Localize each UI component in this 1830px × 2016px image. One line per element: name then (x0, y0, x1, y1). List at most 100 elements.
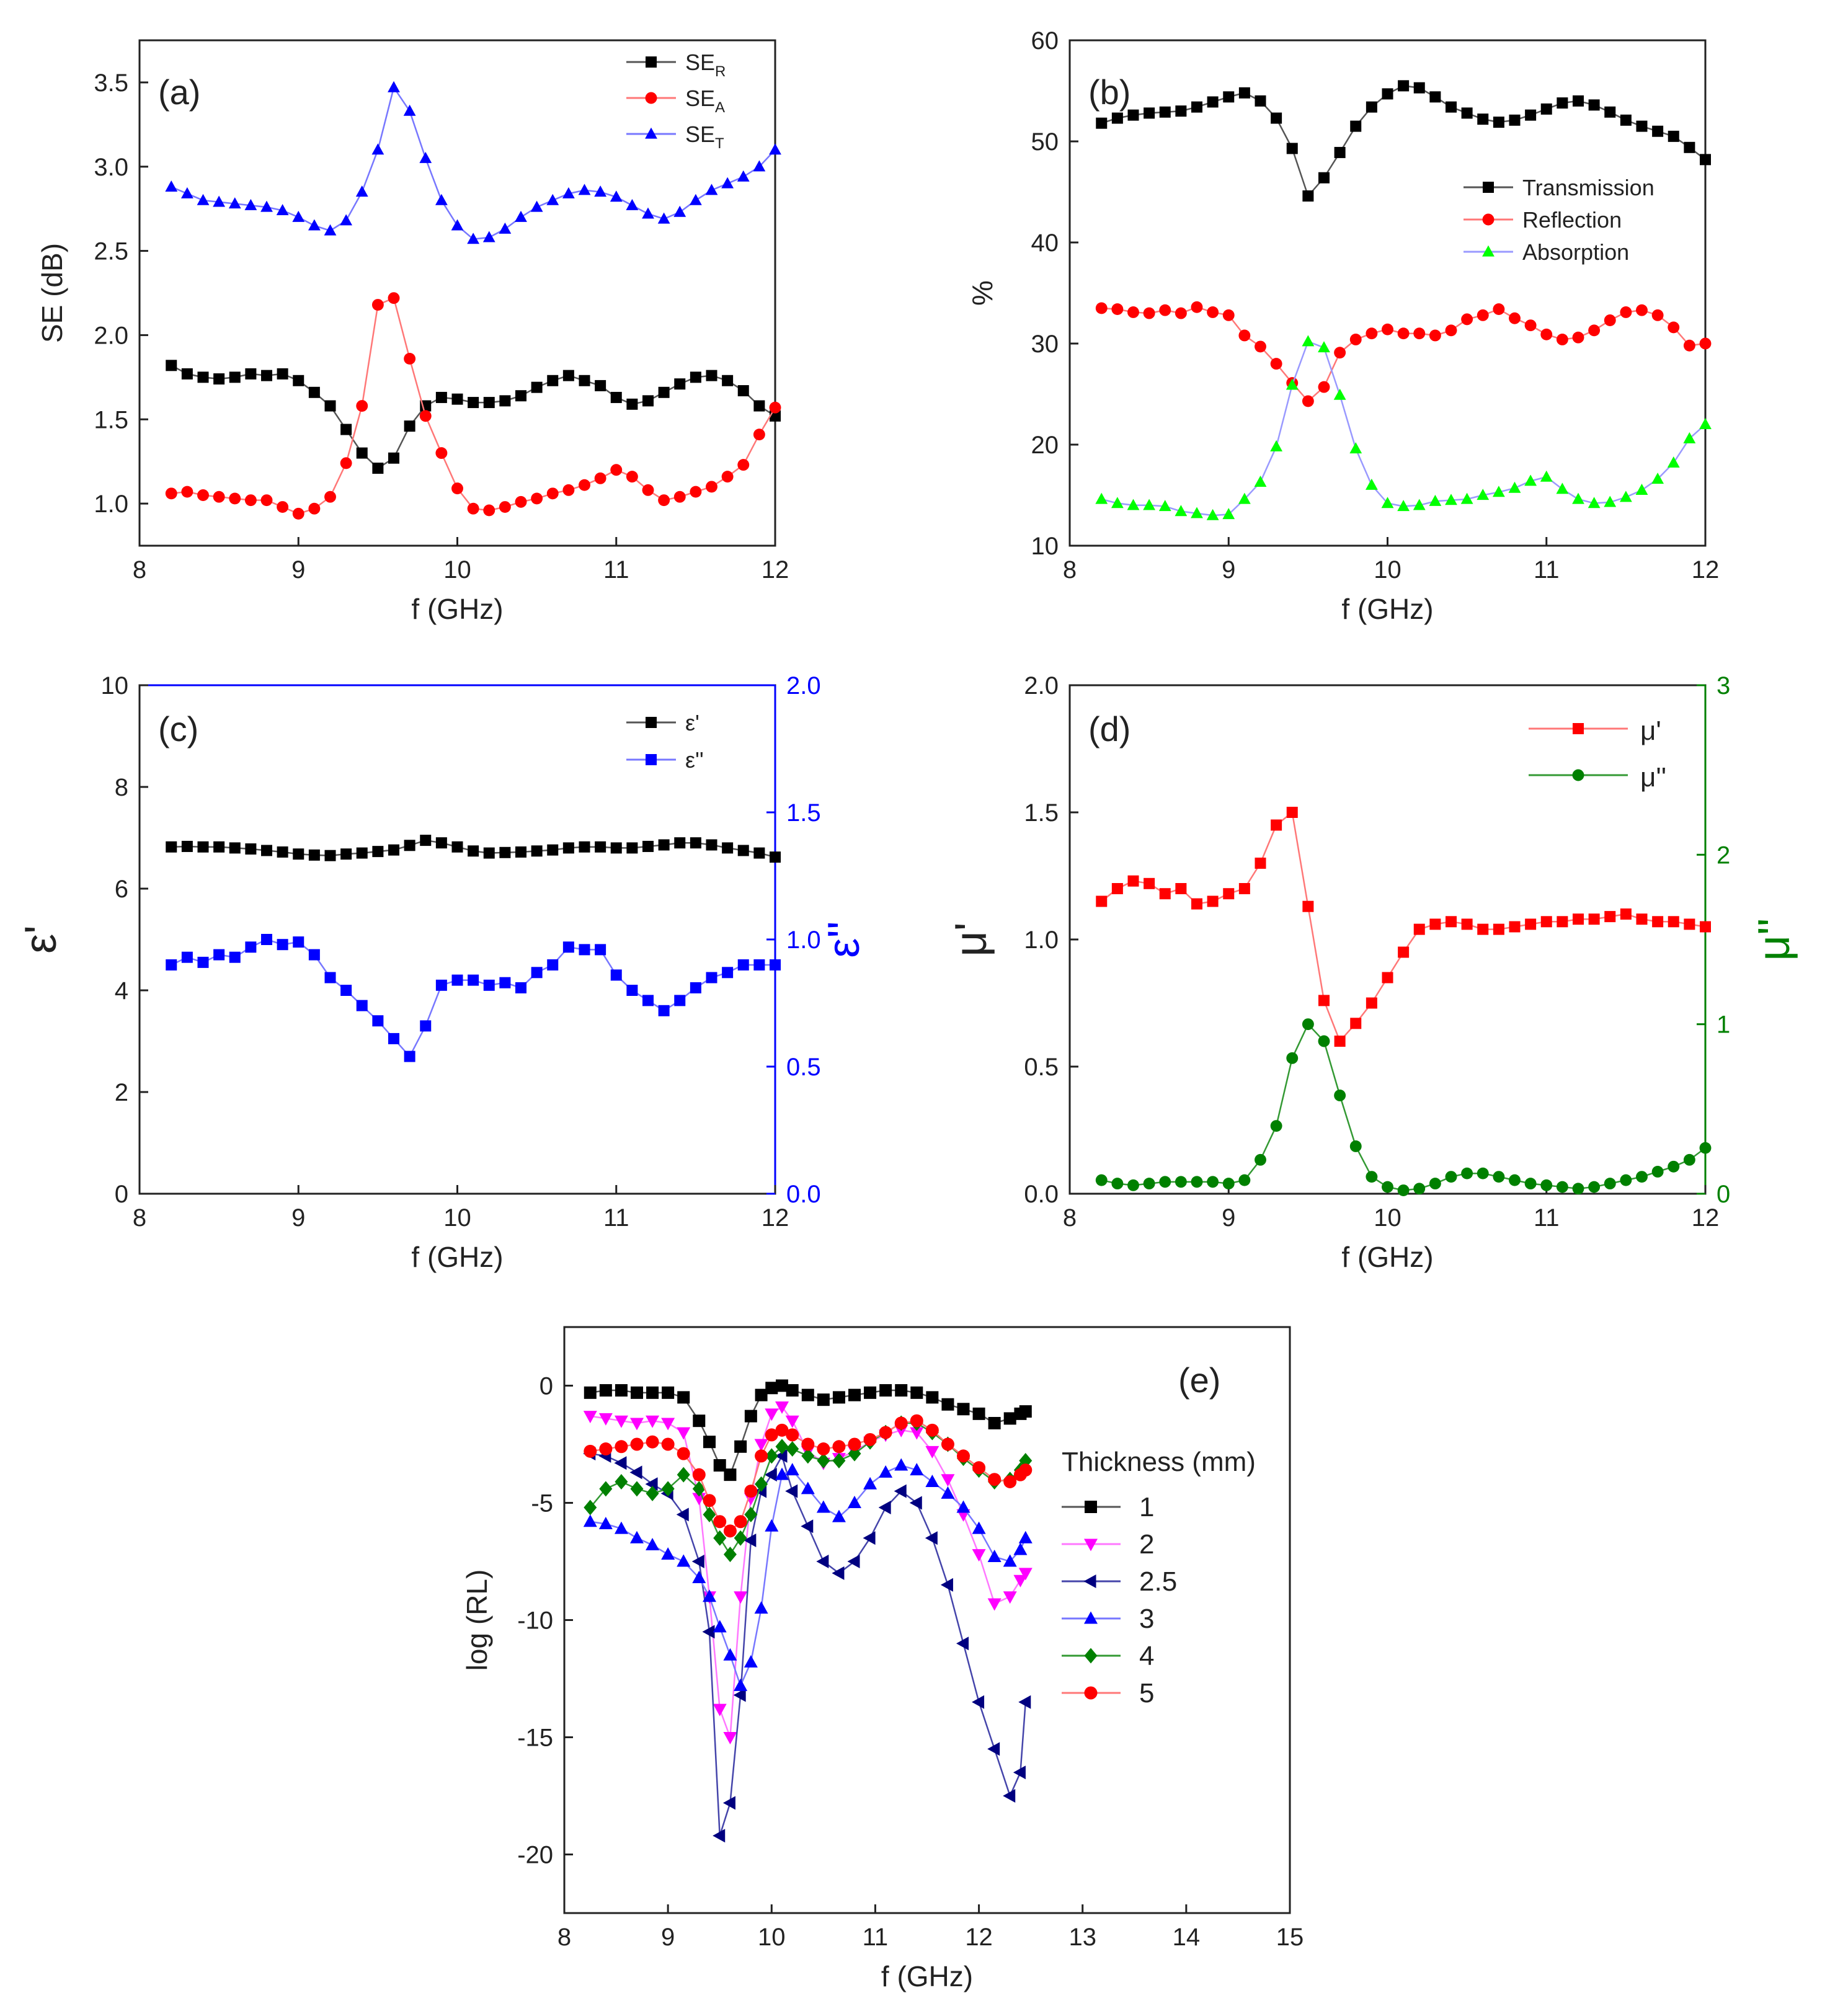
data-point (213, 949, 225, 961)
data-point (229, 371, 241, 383)
x-tick-label: 11 (1534, 556, 1560, 584)
data-point (657, 212, 670, 224)
data-point (531, 967, 543, 979)
data-point (293, 375, 304, 386)
data-point (744, 1655, 758, 1668)
data-point (1446, 916, 1457, 928)
data-point (832, 1566, 845, 1580)
y-tick-label: 60 (1031, 27, 1059, 55)
data-point (1588, 324, 1601, 337)
data-point (1445, 324, 1457, 337)
data-point (1143, 1178, 1155, 1190)
data-point (1699, 337, 1712, 350)
data-point (1095, 302, 1108, 314)
data-point (595, 841, 606, 853)
data-point (1540, 470, 1553, 482)
data-point (1604, 314, 1616, 326)
series-3 (165, 81, 781, 244)
data-point (1318, 1035, 1330, 1047)
data-point (261, 370, 272, 381)
data-point (1540, 1179, 1553, 1191)
data-point (197, 841, 209, 853)
data-point (1604, 106, 1616, 118)
data-point (1509, 312, 1521, 324)
legend-label: 2.5 (1139, 1566, 1177, 1597)
data-point (1018, 1568, 1033, 1581)
data-point (764, 1468, 777, 1482)
data-point (1477, 309, 1489, 321)
data-point (180, 187, 193, 198)
data-point (324, 491, 336, 503)
data-point (292, 210, 305, 222)
legend-marker (1084, 1648, 1098, 1664)
data-point (785, 1463, 799, 1476)
data-point (1238, 87, 1250, 99)
series-2 (166, 934, 781, 1062)
data-point (197, 956, 209, 968)
data-point (598, 1413, 613, 1426)
plot-frame (563, 1326, 1291, 1914)
data-point (372, 1015, 384, 1027)
y-tick-label: 1.5 (94, 406, 128, 433)
data-point (324, 972, 336, 984)
data-point (451, 974, 463, 986)
data-point (723, 1732, 737, 1744)
data-point (721, 177, 734, 189)
panel-label: (e) (1178, 1361, 1220, 1400)
x-tick-label: 11 (603, 1204, 629, 1232)
data-point (1286, 1052, 1299, 1064)
data-point (713, 1829, 726, 1843)
data-point (499, 846, 511, 858)
data-point (674, 837, 686, 849)
series-3 (1095, 335, 1712, 520)
data-point (690, 371, 701, 383)
data-point (388, 292, 400, 304)
data-point (775, 1401, 789, 1414)
data-point (1191, 101, 1202, 113)
data-point (483, 979, 495, 991)
data-point (1509, 114, 1521, 126)
data-point (645, 1477, 658, 1491)
legend-label-main: SE (685, 122, 715, 147)
data-point (1238, 492, 1251, 504)
data-point (737, 170, 750, 182)
data-point (1286, 143, 1298, 154)
data-point (1668, 130, 1679, 142)
data-point (832, 1391, 845, 1404)
series-line (1101, 1023, 1706, 1191)
data-point (420, 835, 432, 846)
data-point (229, 842, 241, 854)
data-point (692, 1468, 706, 1481)
series-line (590, 1464, 1026, 1688)
data-point (260, 494, 273, 507)
data-point (1604, 911, 1616, 923)
data-point (863, 1432, 877, 1446)
data-point (661, 1481, 675, 1497)
data-point (499, 501, 511, 513)
data-point (404, 840, 415, 851)
data-point (1191, 301, 1203, 313)
legend-label: 5 (1139, 1678, 1154, 1708)
data-point (1667, 456, 1680, 468)
legend-label: SER (685, 50, 726, 80)
y-axis-label: % (966, 280, 998, 306)
data-point (213, 195, 226, 207)
data-point (1254, 475, 1267, 487)
data-point (228, 197, 241, 209)
data-point (1684, 141, 1695, 153)
legend: Transmission Reflection Absorption (1464, 175, 1655, 265)
data-point (1684, 918, 1695, 930)
data-point (467, 502, 479, 515)
data-point (468, 845, 479, 857)
y-tick-label: 8 (115, 774, 128, 801)
data-point (1207, 96, 1219, 108)
data-point (703, 1589, 716, 1602)
data-point (941, 1437, 954, 1451)
y-tick-label: -5 (531, 1490, 553, 1517)
data-point (755, 1476, 768, 1492)
data-point (1461, 313, 1473, 326)
data-point (734, 1515, 747, 1529)
y-right-tick-label: 0.0 (786, 1181, 821, 1208)
y-tick-label: 0.5 (1024, 1054, 1059, 1081)
data-point (615, 1384, 628, 1397)
